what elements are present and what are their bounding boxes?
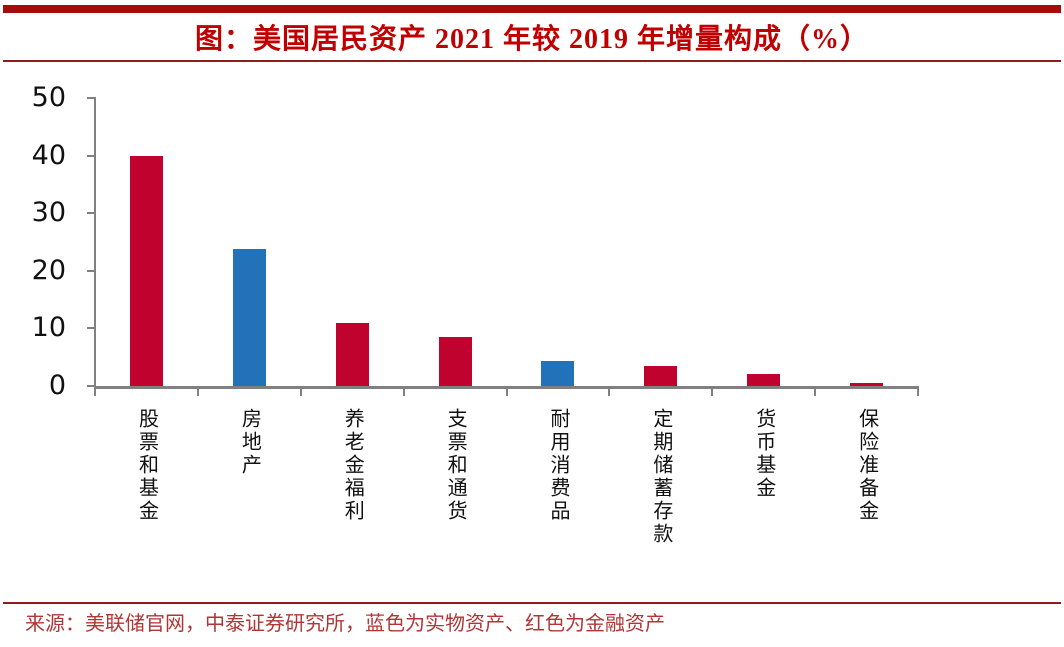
y-axis-line <box>94 97 96 388</box>
top-accent-band <box>3 5 1061 13</box>
bar-2 <box>232 248 266 386</box>
x-axis-label: 支票和通货 <box>444 408 467 523</box>
x-axis-label: 保险准备金 <box>855 408 878 523</box>
y-axis-tick <box>87 97 95 99</box>
y-axis-tick-label: 20 <box>31 254 66 286</box>
y-axis-tick-label: 50 <box>31 82 66 113</box>
x-axis-tick <box>94 387 96 396</box>
x-axis-tick <box>711 387 714 396</box>
x-axis-tick <box>608 387 611 396</box>
x-axis-tick <box>917 387 919 396</box>
x-axis-label: 货币基金 <box>752 408 775 500</box>
y-axis-tick-label: 10 <box>31 312 66 344</box>
bar-5 <box>541 360 575 386</box>
y-axis-tick <box>87 212 95 215</box>
y-axis-tick <box>87 327 95 330</box>
x-axis-label: 股票和基金 <box>135 408 158 523</box>
x-axis-label: 房地产 <box>238 408 261 477</box>
y-axis-tick-label: 30 <box>31 197 66 229</box>
title-divider <box>3 60 1061 62</box>
chart-title: 图：美国居民资产 2021 年较 2019 年增量构成（%） <box>194 24 869 55</box>
x-axis-label: 耐用消费品 <box>546 408 569 523</box>
bar-1 <box>129 155 163 386</box>
bar-7 <box>747 374 781 386</box>
y-axis-tick <box>87 269 95 272</box>
source-note: 来源：美联储官网，中泰证券研究所，蓝色为实物资产、红色为金融资产 <box>25 613 665 635</box>
footer-divider <box>3 602 1061 604</box>
x-axis-tick <box>402 387 405 396</box>
bar-3 <box>335 322 369 386</box>
bar-8 <box>850 382 884 386</box>
y-axis-tick-label: 0 <box>48 370 66 401</box>
x-axis-label: 养老金福利 <box>341 408 364 523</box>
y-axis-tick <box>87 385 95 387</box>
x-axis-tick <box>814 387 817 396</box>
x-axis-label: 定期储蓄存款 <box>649 408 672 546</box>
x-axis-tick <box>196 387 199 396</box>
y-axis-tick-label: 40 <box>31 139 66 171</box>
y-axis-tick <box>87 154 95 157</box>
bar-4 <box>438 337 472 386</box>
bar-6 <box>644 365 678 386</box>
x-axis-tick <box>505 387 508 396</box>
x-axis-tick <box>299 387 302 396</box>
